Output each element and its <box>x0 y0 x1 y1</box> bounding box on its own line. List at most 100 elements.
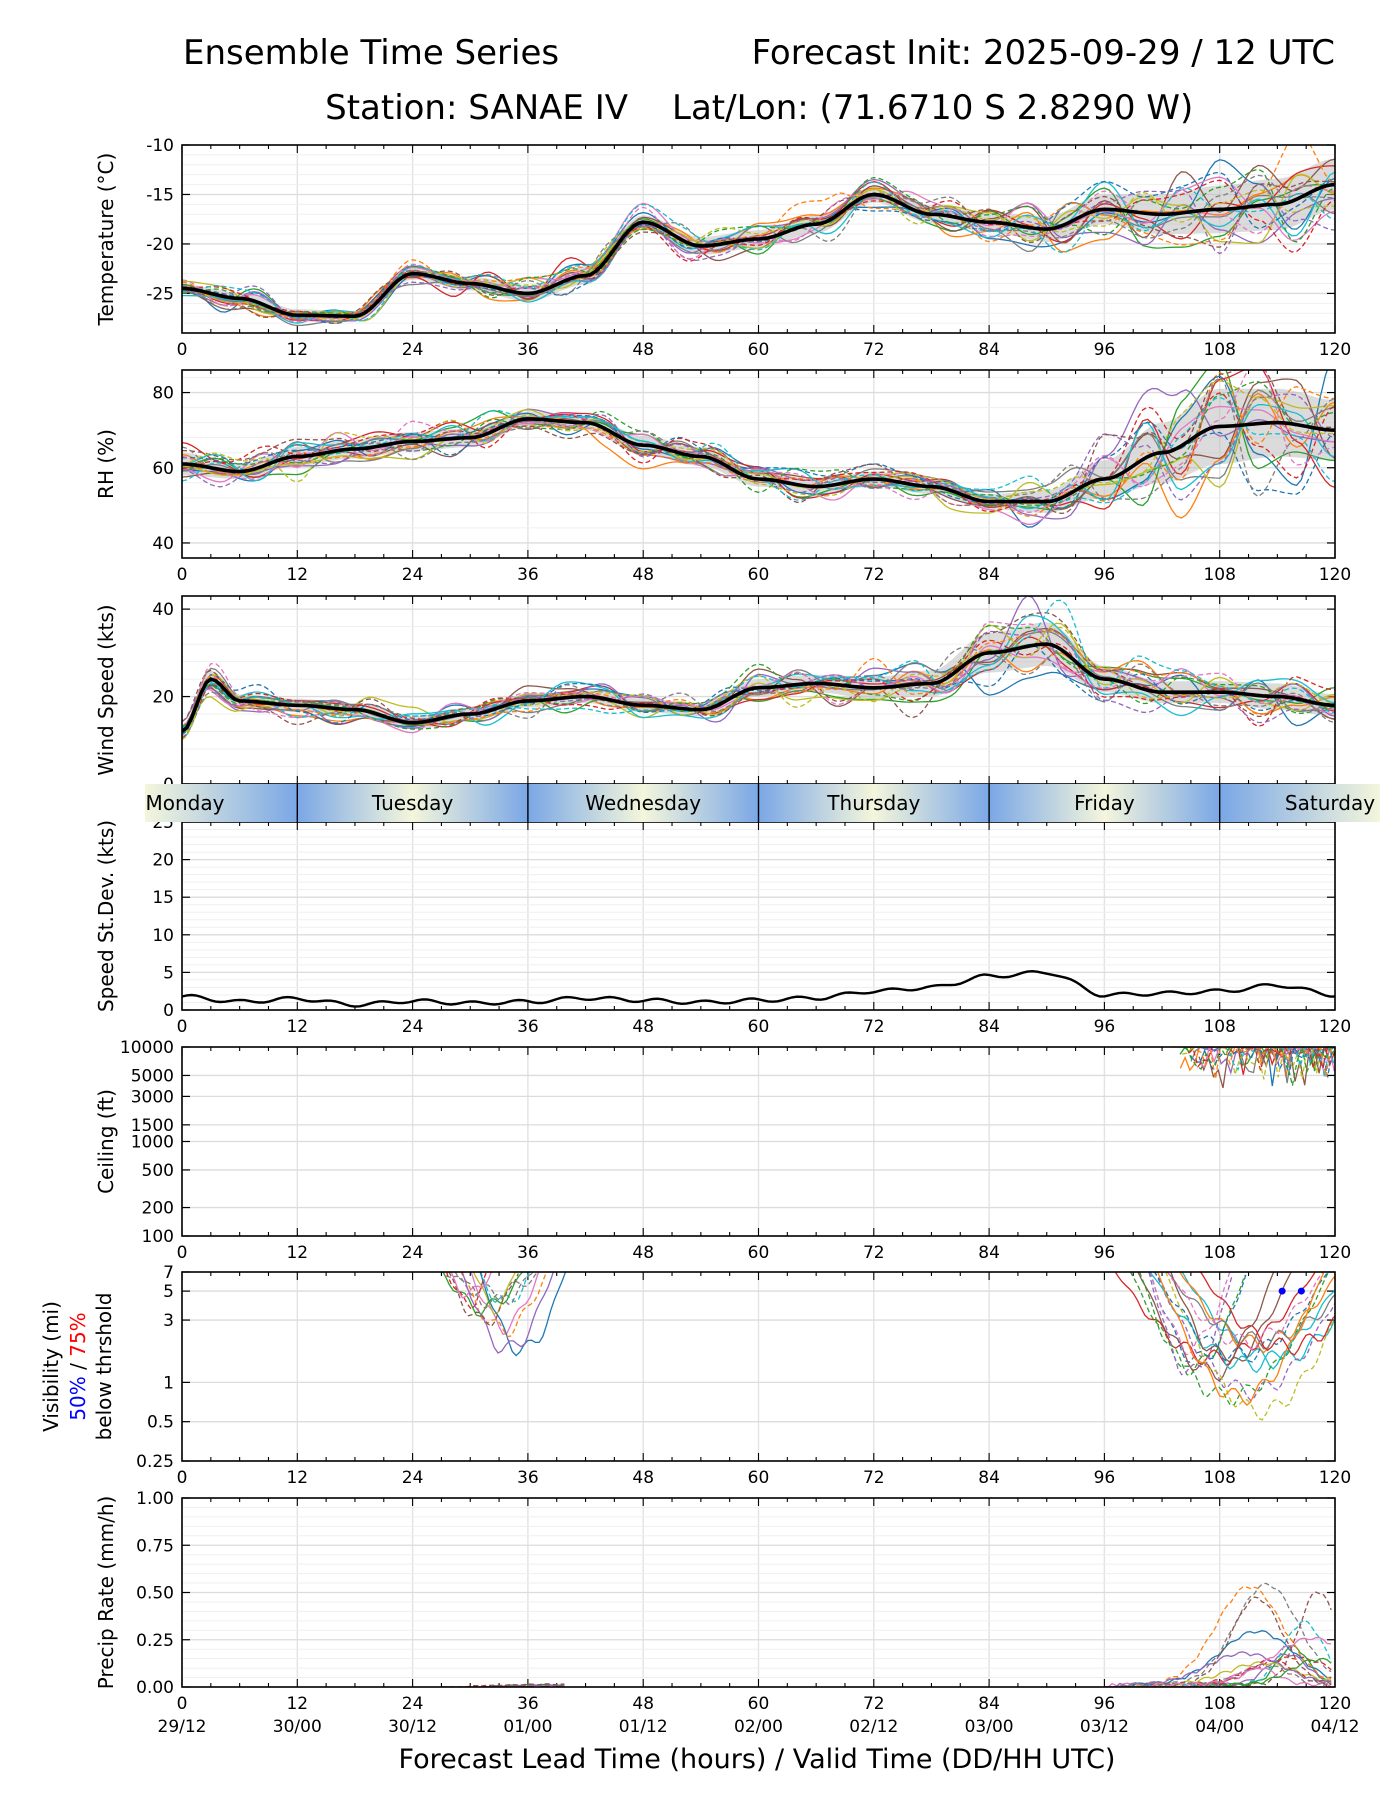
rh-member-line <box>182 370 1335 515</box>
x-tick-label: 48 <box>632 1468 654 1488</box>
y-tick-label: 10 <box>152 926 174 946</box>
ceiling-ylabel: Ceiling (ft) <box>94 1089 118 1194</box>
forecast-init: Forecast Init: 2025-09-29 / 12 UTC <box>752 33 1335 73</box>
visibility-member-line <box>473 1272 517 1315</box>
x-tick-label: 48 <box>632 340 654 360</box>
day-label: Wednesday <box>585 791 701 815</box>
y-tick-label: 100 <box>142 1227 174 1247</box>
wind_speed-member-line <box>182 625 1335 730</box>
x-tick-label: 36 <box>517 1694 539 1714</box>
temperature-member-line <box>182 179 1335 318</box>
y-tick-label: 7 <box>163 1263 174 1283</box>
day-band <box>527 784 759 822</box>
x-axis-label: Forecast Lead Time (hours) / Valid Time … <box>399 1744 1116 1775</box>
y-tick-label: 1.00 <box>136 1489 174 1509</box>
x-tick-label: 24 <box>402 1694 424 1714</box>
visibility-member-line <box>470 1272 540 1336</box>
panel-rh: 40 60 80 0 12 24 36 48 60 72 84 96 108 120 RH (%) <box>94 369 1351 585</box>
x-tick-label: 108 <box>1203 1017 1235 1037</box>
temperature-member-line <box>182 174 1335 317</box>
visibility-member-line <box>1153 1272 1335 1402</box>
rh-member-line <box>182 370 1335 510</box>
x-tick-label: 12 <box>286 1243 308 1263</box>
visibility-member-line <box>1170 1272 1275 1363</box>
visibility-member-line <box>1156 1272 1325 1406</box>
visibility-member-line <box>1137 1272 1292 1382</box>
y-tick-label: 3 <box>163 1311 174 1331</box>
visibility-member-line <box>479 1272 567 1357</box>
x-tick-label: 96 <box>1094 1694 1116 1714</box>
pct75-label: 75% <box>66 1312 90 1356</box>
precip-member-line <box>1104 1591 1332 1687</box>
x-tick-label: 0 <box>177 1017 188 1037</box>
x-tick-label: 108 <box>1203 1243 1235 1263</box>
slash-label: / <box>66 1357 90 1376</box>
temperature-member-line <box>182 180 1335 319</box>
visibility-member-line <box>1153 1272 1329 1363</box>
y-tick-label: 20 <box>152 688 174 708</box>
pct50-marker <box>1297 1287 1305 1295</box>
visibility-member-line <box>461 1272 554 1354</box>
wind_speed-member-line <box>182 622 1335 735</box>
x-tick-label: 96 <box>1094 1468 1116 1488</box>
x-tick-label: 120 <box>1319 1468 1351 1488</box>
x-tick-label: 84 <box>978 340 1000 360</box>
visibility-member-line <box>441 1272 539 1302</box>
visibility-member-line <box>460 1272 548 1338</box>
x-tick-label: 36 <box>517 340 539 360</box>
x-tick-label: 24 <box>402 1243 424 1263</box>
y-tick-label: 0.25 <box>136 1452 174 1472</box>
panel-wind_speed: 02040Wind Speed (kts) <box>94 595 1336 795</box>
rh-member-line <box>182 396 1335 504</box>
x-tick-label: 108 <box>1203 1694 1235 1714</box>
rh-member-line <box>182 378 1335 510</box>
x-tick-label: 72 <box>863 340 885 360</box>
temperature-member-line <box>182 181 1335 322</box>
y-tick-label: 40 <box>152 600 174 620</box>
precip-member-line <box>1104 1651 1332 1687</box>
panels-layer: -10-15-20-250 12 24 36 48 60 72 84 96 108 120Tempe… <box>39 136 1360 1737</box>
x-tick-label: 36 <box>517 1017 539 1037</box>
visibility-member-line <box>1199 1272 1335 1356</box>
x-tick-label: 84 <box>978 1243 1000 1263</box>
rh-member-line <box>182 381 1335 506</box>
y-tick-label: -20 <box>146 235 174 255</box>
x-tick-label: 60 <box>748 1017 770 1037</box>
station-latlon: Lat/Lon: (71.6710 S 2.8290 W) <box>672 88 1193 128</box>
visibility-ylabel-line2: 50% / 75% <box>66 1312 90 1420</box>
speed_stdev-ylabel: Speed St.Dev. (kts) <box>94 820 118 1012</box>
y-tick-label: 15 <box>152 888 174 908</box>
wind_speed-member-line <box>182 643 1335 736</box>
rh-ylabel: RH (%) <box>94 429 118 499</box>
y-tick-label: 200 <box>142 1199 174 1219</box>
rh-member-line <box>182 395 1335 514</box>
y-tick-label: 5 <box>163 1282 174 1302</box>
rh-member-line <box>182 405 1335 525</box>
visibility-member-line <box>1166 1272 1324 1351</box>
x-tick-label: 60 <box>748 1243 770 1263</box>
x-tick-label: 72 <box>863 1017 885 1037</box>
figure-title: Ensemble Time Series <box>183 33 559 73</box>
precip-member-line <box>1104 1630 1332 1687</box>
wind_speed-member-line <box>182 646 1335 738</box>
panel-temperature: -10 -15 -20 -25 0 12 24 36 48 60 72 84 96 108 120 Tempe… <box>94 136 1351 360</box>
x-tick-label: 120 <box>1319 565 1351 585</box>
x-tick-label: 24 <box>402 1468 424 1488</box>
wind_speed-ylabel: Wind Speed (kts) <box>94 604 118 775</box>
precip-member-line <box>1104 1653 1332 1687</box>
x-valid-time-label: 03/00 <box>965 1717 1014 1737</box>
y-tick-label: 40 <box>152 534 174 554</box>
pct50-marker <box>1278 1287 1286 1295</box>
rh-series <box>182 370 1335 528</box>
x-tick-label: 108 <box>1203 565 1235 585</box>
x-tick-label: 120 <box>1319 1243 1351 1263</box>
x-valid-time-label: 29/12 <box>158 1717 207 1737</box>
station-name: Station: SANAE IV <box>325 88 628 128</box>
x-tick-label: 72 <box>863 1243 885 1263</box>
visibility-member-line <box>442 1272 524 1317</box>
x-tick-label: 48 <box>632 565 654 585</box>
y-tick-label: -15 <box>146 185 174 205</box>
day-label: Tuesday <box>371 791 454 815</box>
